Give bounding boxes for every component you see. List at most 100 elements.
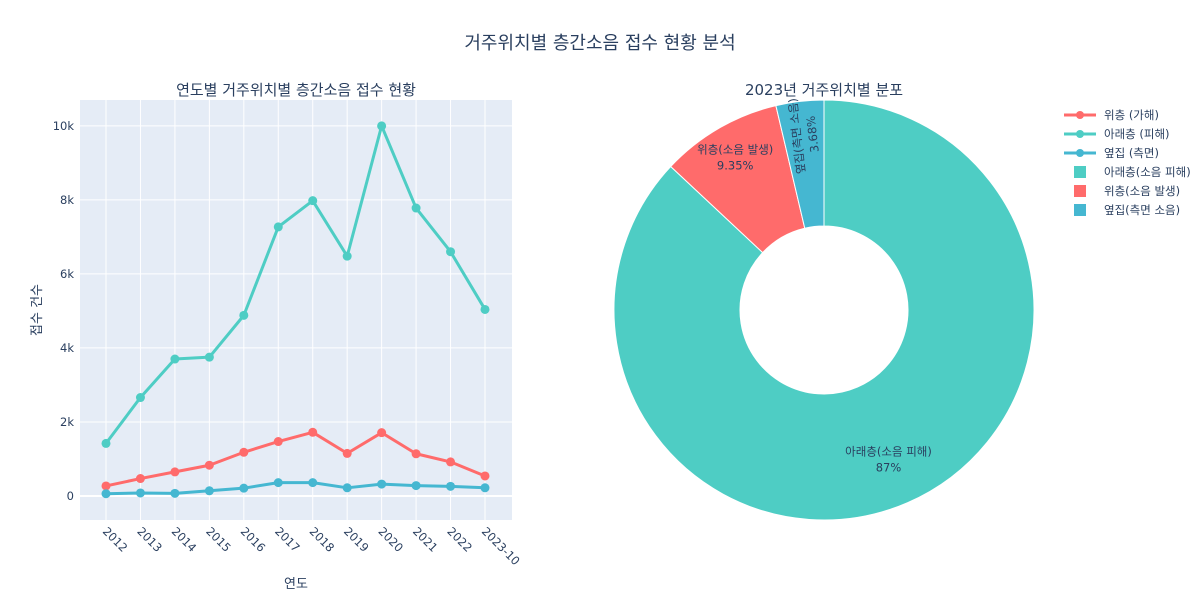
data-point[interactable] [480,483,490,493]
data-point[interactable] [239,483,249,493]
legend[interactable]: 위층 (가해) 아래층 (피해) 옆집 (측면) 아래층(소음 피해) 위층(소음 발생… [1064,108,1191,217]
data-point[interactable] [135,488,145,498]
x-tick-label: 2020 [376,524,407,555]
data-point[interactable] [342,483,352,493]
legend-item-line-2[interactable]: 아래층 (피해) [1064,127,1170,141]
data-point[interactable] [342,251,352,261]
donut-slice-label: 위층(소음 발생) 9.35% [697,143,773,173]
data-point[interactable] [101,438,111,448]
donut-chart [613,99,1035,521]
legend-item-line-3[interactable]: 옆집 (측면) [1064,146,1159,160]
y-tick-label: 4k [60,341,74,355]
legend-marker [1076,111,1084,119]
legend-marker [1076,149,1084,157]
data-point[interactable] [135,393,145,403]
series-3 [101,478,490,499]
data-point[interactable] [342,448,352,458]
x-tick-label: 2016 [238,524,269,555]
series-1 [101,427,490,491]
data-point[interactable] [377,479,387,489]
legend-label: 아래층 (피해) [1104,127,1170,141]
x-axis-title: 연도 [284,577,308,592]
donut-slice[interactable] [613,99,1035,521]
legend-label: 아래층(소음 피해) [1104,165,1191,179]
data-point[interactable] [170,354,180,364]
legend-label: 위층 (가해) [1104,108,1159,122]
slice-name-label: 위층(소음 발생) [697,143,773,157]
data-point[interactable] [135,474,145,484]
data-point[interactable] [308,427,318,437]
legend-label: 위층(소음 발생) [1104,184,1180,198]
data-point[interactable] [101,489,111,499]
legend-color-swatch [1074,204,1086,216]
donut-slice[interactable] [775,99,825,229]
x-axis-ticks: 2012 2013 2014 2015 2016 2017 2018 2019 2020 2021… [100,524,523,568]
x-tick-label: 2018 [307,524,338,555]
legend-color-swatch [1074,185,1086,197]
series-line [105,481,486,496]
data-point[interactable] [204,460,214,470]
data-point[interactable] [411,203,421,213]
data-point[interactable] [308,196,318,206]
legend-item-slice-3[interactable]: 옆집(측면 소음) [1074,203,1180,217]
data-point[interactable] [101,481,111,491]
data-point[interactable] [239,447,249,457]
data-point[interactable] [480,304,490,314]
series-2 [101,121,490,448]
x-tick-label: 2019 [341,524,372,555]
data-point[interactable] [446,481,456,491]
data-point[interactable] [308,478,318,488]
x-tick-label: 2014 [169,524,200,555]
data-point[interactable] [170,467,180,477]
series-line [105,430,486,488]
slice-percent-label: 9.35% [717,159,754,173]
legend-item-slice-1[interactable]: 아래층(소음 피해) [1074,165,1191,179]
y-tick-label: 8k [60,193,74,207]
legend-label: 옆집(측면 소음) [1104,203,1180,217]
data-point[interactable] [273,222,283,232]
data-point[interactable] [377,121,387,131]
legend-marker [1076,130,1084,138]
data-point[interactable] [411,449,421,459]
x-tick-label: 2021 [410,524,441,555]
data-point[interactable] [204,352,214,362]
data-point[interactable] [273,437,283,447]
line-chart-title: 연도별 거주위치별 층간소음 접수 현황 [176,81,416,99]
legend-color-swatch [1074,166,1086,178]
legend-item-slice-2[interactable]: 위층(소음 발생) [1074,184,1180,198]
line-gridlines [80,100,512,520]
slice-percent-label: 87% [876,461,902,475]
data-point[interactable] [446,247,456,257]
y-tick-label: 6k [60,267,74,281]
slice-name-label: 아래층(소음 피해) [845,445,932,459]
y-axis-title: 접수 건수 [30,284,45,336]
data-point[interactable] [446,457,456,467]
x-tick-label: 2012 [100,524,131,555]
y-tick-label: 10k [53,119,75,133]
donut-slice-label: 아래층(소음 피해) 87% [845,445,932,475]
y-tick-label: 2k [60,415,74,429]
legend-item-line-1[interactable]: 위층 (가해) [1064,108,1159,122]
x-tick-label: 2015 [203,524,234,555]
data-point[interactable] [480,471,490,481]
line-plot-area [80,100,512,520]
data-point[interactable] [273,478,283,488]
slice-percent-label: 3.68% [804,115,822,153]
data-point[interactable] [239,310,249,320]
page-title: 거주위치별 층간소음 접수 현황 분석 [464,33,735,54]
x-tick-label: 2022 [444,524,475,555]
series-line [104,124,487,445]
x-tick-label: 2023-10 [479,524,523,568]
data-point[interactable] [204,486,214,496]
data-point[interactable] [377,428,387,438]
y-tick-label: 0 [67,489,74,503]
data-point[interactable] [170,488,180,498]
x-tick-label: 2017 [272,524,303,555]
line-series [101,121,490,499]
legend-label: 옆집 (측면) [1104,146,1159,160]
x-tick-label: 2013 [134,524,165,555]
data-point[interactable] [411,481,421,491]
pie-chart-title: 2023년 거주위치별 분포 [745,81,903,99]
